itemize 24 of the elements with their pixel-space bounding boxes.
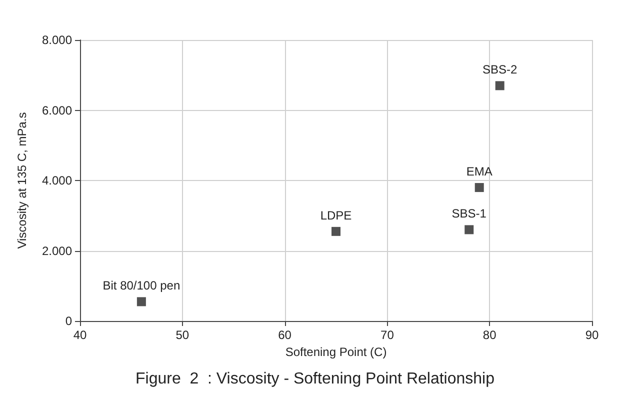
y-tick-label: 4.000 bbox=[42, 174, 72, 188]
text: Figure 2 : Viscosity - Softening Point Relationship bbox=[136, 370, 495, 388]
point bbox=[332, 226, 340, 236]
x-tick-label: 40 bbox=[73, 328, 87, 342]
y-tick-label: 8.000 bbox=[42, 33, 72, 47]
y-tick-label: 0 bbox=[65, 314, 72, 328]
y-axis-title: Viscosity at 135 C, mPa.s bbox=[15, 112, 29, 249]
annotation: EMA bbox=[466, 164, 492, 179]
x-axis-title: Softening Point (C) bbox=[285, 344, 387, 359]
annotation: LDPE bbox=[320, 208, 352, 222]
annotation: SBS-2 bbox=[482, 62, 518, 77]
x-tick-label: 90 bbox=[585, 328, 599, 342]
y-tick-label: 6.000 bbox=[42, 103, 72, 118]
annotation: SBS-1 bbox=[452, 206, 487, 221]
y-tick-label: 2.000 bbox=[42, 244, 72, 258]
point bbox=[136, 297, 146, 306]
annotation: Bit 80/100 pen bbox=[102, 278, 180, 293]
point bbox=[464, 225, 474, 234]
x-tick-label: 80 bbox=[482, 328, 497, 342]
point bbox=[495, 81, 504, 90]
x-tick-label: 60 bbox=[278, 328, 292, 342]
x-tick-label: 50 bbox=[176, 328, 190, 342]
x-tick-label: 70 bbox=[380, 328, 394, 342]
point bbox=[474, 183, 484, 192]
